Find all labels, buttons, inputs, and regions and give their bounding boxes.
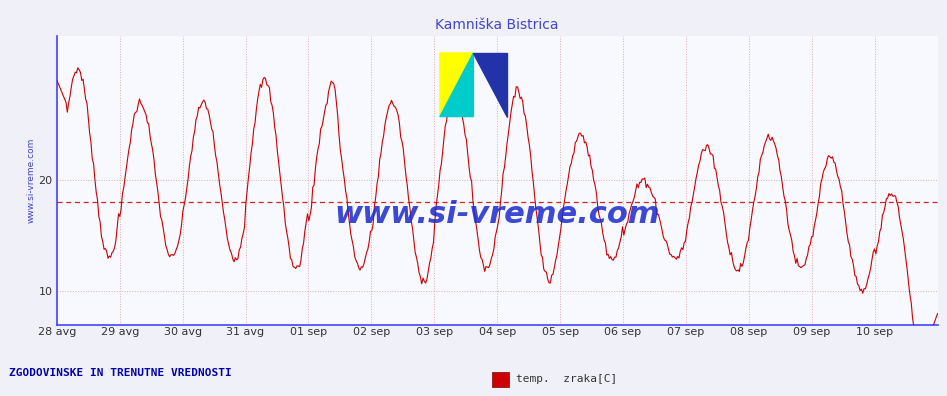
Polygon shape [474, 53, 507, 116]
Text: ZGODOVINSKE IN TRENUTNE VREDNOSTI: ZGODOVINSKE IN TRENUTNE VREDNOSTI [9, 368, 232, 378]
Y-axis label: www.si-vreme.com: www.si-vreme.com [27, 137, 36, 223]
Polygon shape [440, 53, 474, 116]
Polygon shape [440, 53, 474, 116]
Text: temp.  zraka[C]: temp. zraka[C] [516, 374, 617, 385]
Text: www.si-vreme.com: www.si-vreme.com [334, 200, 660, 229]
Title: Kamniška Bistrica: Kamniška Bistrica [436, 18, 559, 32]
